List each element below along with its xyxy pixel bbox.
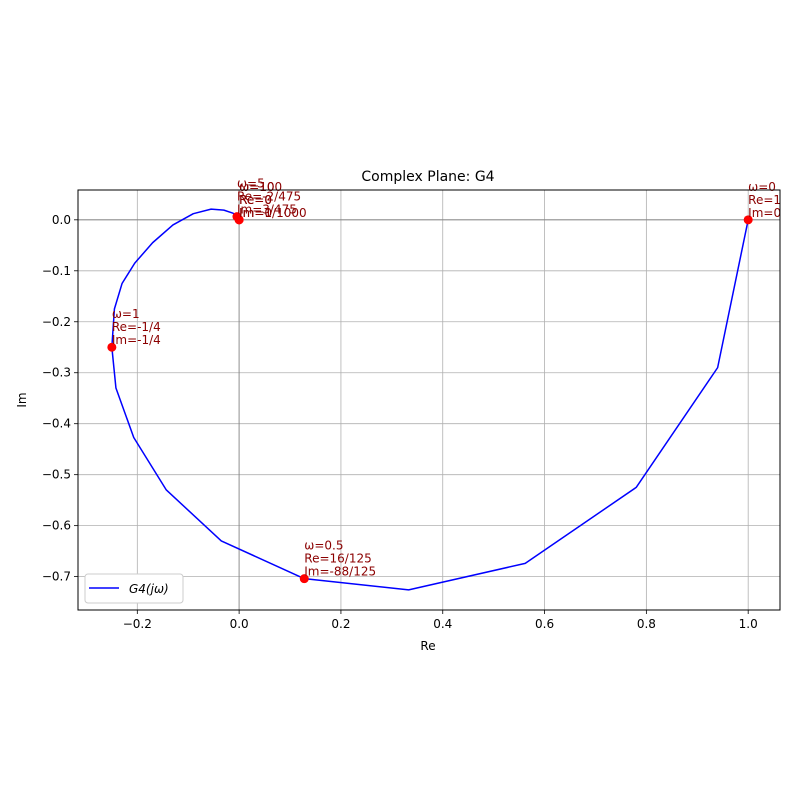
marker-annotation: Re=0 [239,193,272,207]
x-tick-label: 0.0 [230,617,249,631]
frequency-marker [743,215,753,225]
legend: G4(jω) [84,573,184,604]
y-axis-label: Im [15,392,29,407]
marker-annotation: ω=0.5 [304,539,343,553]
frequency-marker [107,342,117,352]
frequency-marker [234,215,244,225]
series-line-g4 [111,208,749,591]
marker-annotation: Im=1/1000 [239,206,307,220]
series-layer [111,208,749,591]
x-axis: −0.2 0.0 0.2 0.4 0.6 0.8 1.0 [123,610,758,631]
marker-annotation: Re=-1/4 [112,320,161,334]
reference-lines [78,190,780,610]
x-tick-label: −0.2 [123,617,152,631]
x-tick-label: 0.6 [535,617,554,631]
marker-annotation: Im=0 [239,206,272,220]
y-tick-label: −0.1 [42,264,71,278]
frequency-marker [299,574,309,584]
legend-box [84,573,184,604]
x-axis-label: Re [420,639,435,653]
markers-layer [107,212,753,584]
x-tick-label: 0.2 [331,617,350,631]
x-tick-label: 0.4 [433,617,452,631]
marker-annotation: ω=100 [239,180,282,194]
x-tick-label: 0.8 [637,617,656,631]
marker-annotation: Im=-1/4 [112,333,161,347]
marker-annotation: Im=3/475 [237,203,297,217]
annotations-layer: ω=0Re=1Im=0ω=0.5Re=16/125Im=-88/125ω=1Re… [112,177,781,579]
marker-annotation: Re=16/125 [304,552,371,566]
y-tick-label: −0.2 [42,315,71,329]
y-tick-label: −0.6 [42,519,71,533]
chart-title: Complex Plane: G4 [361,169,494,185]
marker-annotation: ω=5 [237,177,265,191]
marker-annotation: Im=0 [748,206,781,220]
y-tick-label: −0.3 [42,366,71,380]
y-tick-label: 0.0 [52,213,71,227]
y-tick-label: −0.4 [42,417,71,431]
marker-annotation: Re=-2/475 [237,190,301,204]
marker-annotation: Re=0 [239,193,272,207]
y-tick-label: −0.5 [42,468,71,482]
legend-label: G4(jω) [129,582,169,596]
marker-annotation: Im=-88/125 [304,565,376,579]
y-tick-label: −0.7 [42,570,71,584]
marker-annotation: ω=1 [112,307,140,321]
marker-annotation: Re=1 [748,193,781,207]
x-tick-label: 1.0 [739,617,758,631]
marker-annotation: ω=0 [748,180,776,194]
y-axis: 0.0 −0.1 −0.2 −0.3 −0.4 −0.5 −0.6 −0.7 [42,213,78,584]
plot-area-frame [77,189,781,611]
